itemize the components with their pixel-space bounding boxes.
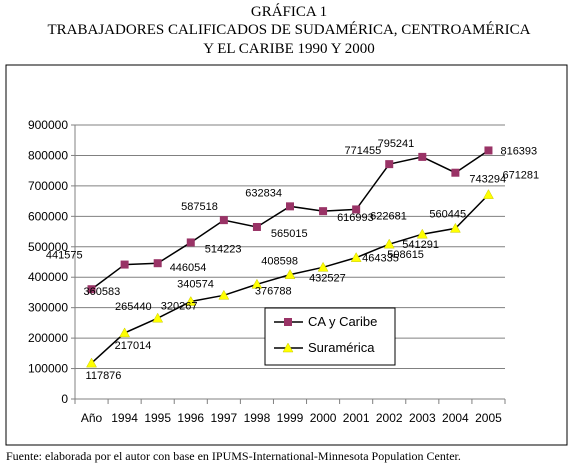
x-tick-label: 1999 [277, 411, 304, 425]
y-tick-label: 500000 [28, 240, 68, 254]
x-tick-label: 1996 [177, 411, 204, 425]
data-point-ca-caribe [120, 260, 129, 269]
data-label: 616993 [337, 212, 374, 224]
data-label: 622681 [370, 210, 407, 222]
y-tick-label: 600000 [28, 209, 68, 223]
data-point-ca-caribe [484, 146, 493, 155]
data-label: 441575 [46, 250, 83, 262]
data-label: 360583 [84, 286, 121, 298]
x-tick-label: 1998 [244, 411, 271, 425]
data-label: 671281 [502, 170, 539, 182]
x-tick-label: 1997 [210, 411, 237, 425]
legend: CA y Caribe Suramérica [264, 307, 396, 366]
data-point-suramerica [317, 261, 329, 272]
data-point-suramerica [119, 327, 131, 338]
data-label: 340574 [177, 278, 214, 290]
data-point-ca-caribe [87, 285, 96, 294]
data-label: 632834 [245, 187, 282, 199]
data-point-suramerica [218, 289, 230, 300]
data-label: 541291 [402, 239, 439, 251]
y-tick-label: 0 [61, 392, 68, 406]
y-tick-label: 100000 [28, 362, 68, 376]
chart-title-line-1: GRÁFICA 1 [250, 4, 328, 20]
legend-box [264, 307, 396, 366]
data-label: 265440 [115, 301, 152, 313]
chart-title-line-2: TRABAJADORES CALIFICADOS DE SUDAMÉRICA, … [47, 22, 531, 38]
series-markers [86, 146, 494, 368]
data-point-ca-caribe [319, 207, 328, 216]
data-label: 816393 [500, 145, 537, 157]
x-tick-label: 1995 [144, 411, 171, 425]
data-point-suramerica [350, 252, 362, 262]
data-point-suramerica [185, 295, 197, 306]
data-point-ca-caribe [186, 238, 195, 247]
data-point-suramerica [483, 189, 494, 199]
data-label: 376788 [255, 285, 292, 297]
data-label: 117876 [86, 370, 122, 382]
x-tick-label: 2001 [343, 411, 370, 425]
data-label: 446054 [170, 262, 207, 274]
legend-marker-ca [284, 318, 292, 326]
data-point-suramerica [416, 228, 428, 239]
x-tick-label: 1994 [111, 411, 138, 425]
data-label: 743294 [469, 174, 506, 186]
data-label: 771455 [345, 145, 382, 157]
legend-label-sur: Suramérica [308, 340, 375, 355]
source-note: Fuente: elaborada por el autor con base … [6, 449, 461, 463]
y-tick-label: 200000 [28, 331, 68, 345]
data-point-ca-caribe [219, 216, 228, 225]
data-label: 587518 [181, 201, 218, 213]
data-point-ca-caribe [418, 152, 427, 161]
data-label: 565015 [271, 228, 308, 240]
y-tick-label: 800000 [28, 148, 68, 162]
data-point-ca-caribe [286, 202, 294, 211]
data-point-suramerica [449, 222, 461, 233]
legend-label-ca: CA y Caribe [308, 314, 377, 329]
y-tick-label: 300000 [28, 301, 68, 315]
x-tick-label: 2002 [376, 411, 403, 425]
data-point-suramerica [86, 357, 97, 368]
data-label: 217014 [115, 340, 152, 352]
x-tick-label: 2004 [442, 411, 469, 425]
data-point-suramerica [251, 278, 263, 289]
data-label: 795241 [378, 138, 415, 150]
axes: 0 100000 200000 300000 400000 500000 600000 700… [28, 118, 506, 425]
data-label: 514223 [205, 243, 242, 255]
data-point-suramerica [383, 238, 395, 249]
data-point-suramerica [284, 269, 296, 279]
y-tick-label: 400000 [28, 270, 68, 284]
x-tick-label: 2000 [310, 411, 337, 425]
data-point-suramerica [152, 312, 164, 323]
data-label: 320267 [161, 300, 198, 312]
data-point-ca-caribe [451, 168, 460, 177]
data-point-ca-caribe [385, 160, 394, 169]
chart-frame [5, 64, 568, 446]
data-label: 432527 [309, 272, 346, 284]
data-label: 464335 [362, 253, 399, 265]
data-label: 408598 [261, 256, 298, 268]
y-tick-label: 700000 [28, 179, 68, 193]
data-label: 560445 [429, 208, 466, 220]
data-labels: 360583 441575 446054 514223 587518 565015 6328… [46, 138, 539, 382]
x-tick-label: 2005 [475, 411, 502, 425]
chart-title-line-3: Y EL CARIBE 1990 Y 2000 [203, 41, 375, 57]
data-point-ca-caribe [153, 259, 162, 268]
y-tick-label: 900000 [28, 118, 68, 132]
data-label: 508615 [387, 249, 424, 261]
data-point-ca-caribe [352, 205, 361, 214]
x-tick-label: 2003 [409, 411, 436, 425]
x-tick-label: Año [81, 411, 103, 425]
data-point-ca-caribe [252, 222, 261, 231]
legend-marker-sur [282, 342, 294, 353]
